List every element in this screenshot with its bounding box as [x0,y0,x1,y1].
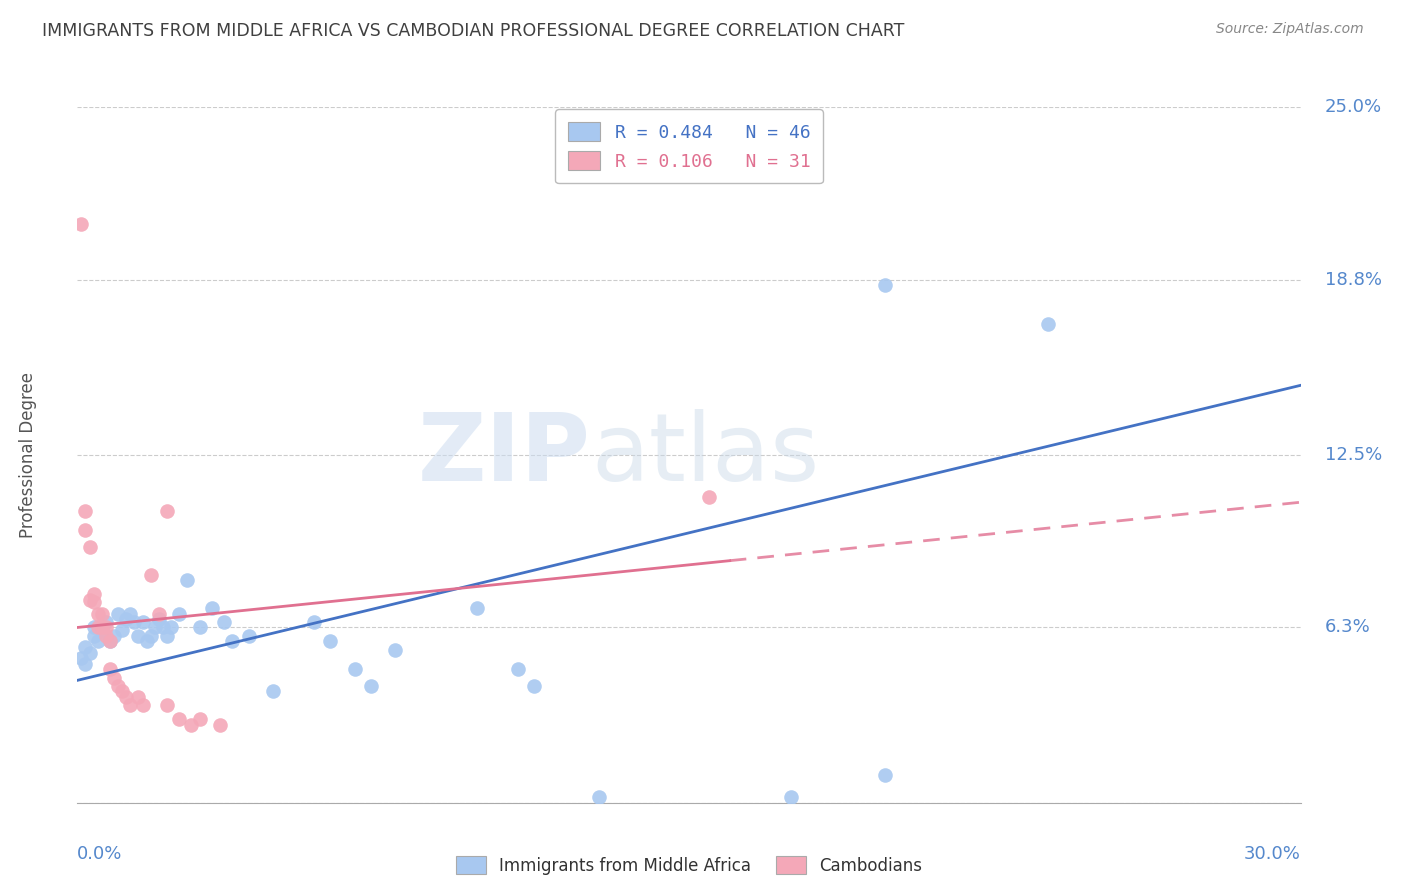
Point [83,587,105,601]
Point [103,671,125,685]
Point [98,634,121,648]
Point [221,634,243,648]
Point [98,634,121,648]
Point [779,790,801,805]
Point [148,612,170,626]
Point [238,629,260,643]
Point [111,624,134,638]
Point [343,662,366,676]
Point [873,278,896,293]
Point [131,615,153,629]
Point [127,629,149,643]
Point [139,567,162,582]
Point [124,615,146,629]
Point [873,768,896,782]
Point [75,503,97,517]
Point [70,651,93,665]
Point [94,629,117,643]
Point [262,684,284,698]
Legend: Immigrants from Middle Africa, Cambodians: Immigrants from Middle Africa, Cambodian… [446,847,932,885]
Point [156,503,179,517]
Point [176,573,198,587]
Point [70,217,93,231]
Point [588,790,610,805]
Point [188,712,211,726]
Point [75,523,97,537]
Text: 18.8%: 18.8% [1324,270,1382,289]
Point [107,679,129,693]
Point [135,634,157,648]
Point [156,629,179,643]
Point [152,620,174,634]
Point [302,615,325,629]
Point [188,620,211,634]
Point [107,607,129,621]
Text: Professional Degree: Professional Degree [20,372,38,538]
Point [87,620,110,634]
Point [143,620,166,634]
Point [103,629,125,643]
Point [83,629,105,643]
Text: 12.5%: 12.5% [1324,446,1382,464]
Point [465,601,488,615]
Point [201,601,224,615]
Point [523,679,546,693]
Point [94,615,117,629]
Point [75,640,97,654]
Point [360,679,382,693]
Point [156,698,179,713]
Point [180,718,202,732]
Text: ZIP: ZIP [418,409,591,501]
Point [115,690,138,704]
Point [139,629,162,643]
Point [1036,317,1059,331]
Point [94,620,117,634]
Point [90,620,112,634]
Point [111,684,134,698]
Point [319,634,342,648]
Point [148,607,170,621]
Text: 30.0%: 30.0% [1244,845,1301,863]
Point [120,698,142,713]
Point [87,607,110,621]
Point [169,712,191,726]
Text: IMMIGRANTS FROM MIDDLE AFRICA VS CAMBODIAN PROFESSIONAL DEGREE CORRELATION CHART: IMMIGRANTS FROM MIDDLE AFRICA VS CAMBODI… [42,22,904,40]
Point [87,634,110,648]
Point [384,642,406,657]
Point [160,620,183,634]
Point [120,607,142,621]
Point [98,662,121,676]
Point [90,624,112,638]
Point [208,718,231,732]
Point [169,607,191,621]
Point [83,595,105,609]
Text: 0.0%: 0.0% [77,845,122,863]
Point [83,620,105,634]
Point [699,490,721,504]
Point [90,607,112,621]
Text: atlas: atlas [591,409,820,501]
Point [79,646,101,660]
Text: 6.3%: 6.3% [1324,618,1371,637]
Point [127,690,149,704]
Point [506,662,529,676]
Point [131,698,153,713]
Point [212,615,235,629]
Point [115,612,138,626]
Text: 25.0%: 25.0% [1324,98,1382,116]
Point [75,657,97,671]
Text: Source: ZipAtlas.com: Source: ZipAtlas.com [1216,22,1364,37]
Point [79,592,101,607]
Point [79,540,101,554]
